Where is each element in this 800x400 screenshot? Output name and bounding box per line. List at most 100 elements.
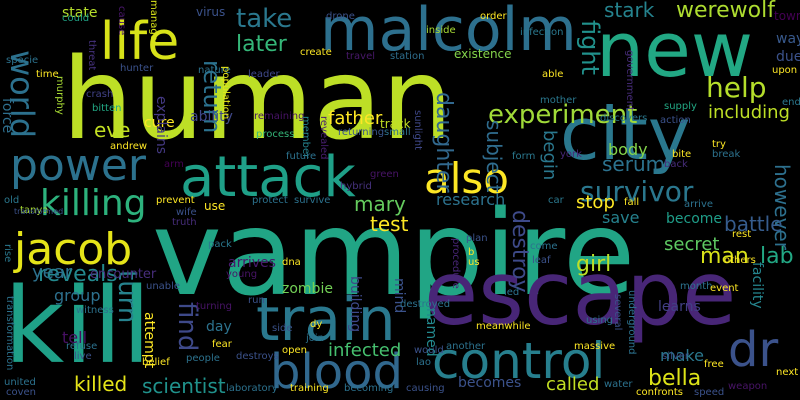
word-underground: underground: [626, 290, 637, 355]
word-procedure: procedure: [450, 238, 461, 289]
word-new: new: [596, 5, 754, 94]
word-turn: turn: [112, 270, 142, 324]
word-travel: travel: [346, 51, 376, 62]
word-refuse: refuse: [66, 341, 98, 352]
word-dy: dy: [310, 319, 323, 330]
word-make: make: [660, 346, 704, 365]
word-survive: survive: [294, 195, 331, 206]
word-live: live: [74, 351, 92, 362]
word-facility: facility: [749, 262, 765, 309]
word-hunter: hunter: [120, 63, 154, 74]
word-malcolm: malcolm: [320, 0, 577, 65]
word-life: life: [100, 12, 180, 72]
word-rise: rise: [2, 244, 13, 263]
word-causing: causing: [406, 383, 445, 394]
word-arrive: arrive: [684, 199, 714, 210]
word-member: member: [300, 116, 311, 159]
word-bella: bella: [648, 366, 702, 391]
word-research: research: [436, 190, 506, 209]
word-world: world: [3, 50, 41, 139]
word-station: station: [390, 51, 425, 62]
word-crash: crash: [86, 89, 114, 100]
word-mary: mary: [354, 192, 406, 216]
word-secret: secret: [664, 234, 720, 255]
word-fear: fear: [212, 339, 232, 350]
word-silver: silver: [662, 351, 689, 362]
word-truth: truth: [172, 217, 197, 228]
word-run: run: [248, 295, 265, 306]
word-belief: belief: [142, 357, 170, 368]
word-green: green: [370, 169, 399, 180]
word-andrew: andrew: [110, 141, 148, 152]
word-force: force: [0, 98, 15, 134]
word-way: way: [776, 31, 800, 47]
word-specie: specie: [6, 55, 39, 66]
word-united: united: [4, 377, 36, 388]
word-serum: serum: [602, 152, 666, 176]
word-supply: supply: [664, 101, 697, 112]
word-transformed: transformed: [14, 207, 64, 216]
word-blood: blood: [270, 344, 404, 400]
word-girl: girl: [576, 252, 612, 277]
word-year: year: [32, 262, 73, 283]
word-ability: ability: [190, 109, 233, 125]
word-city: city: [560, 92, 691, 176]
word-old: old: [4, 195, 20, 206]
word-population: population: [220, 66, 231, 120]
word-witness: witness: [76, 305, 114, 316]
word-side: side: [272, 323, 293, 334]
word-vampire: vampire: [152, 184, 636, 322]
word-also: also: [424, 154, 509, 203]
word-reveals: reveals: [38, 262, 118, 287]
word-called: called: [546, 374, 600, 395]
word-man: man: [700, 244, 749, 269]
word-battle: battle: [724, 212, 783, 236]
word-turning: turning: [196, 301, 232, 312]
word-coven: coven: [6, 387, 37, 398]
word-father: father: [328, 108, 383, 129]
word-power: power: [10, 140, 146, 191]
word-month: month: [680, 281, 713, 292]
word-daughter: daughter: [431, 92, 456, 193]
word-cause: cause: [116, 6, 127, 36]
word-discovers: discovers: [600, 113, 648, 124]
word-protect: protect: [252, 195, 288, 206]
word-government: government: [624, 50, 635, 111]
word-revealed: revealed: [318, 116, 329, 160]
word-due: due: [776, 49, 800, 65]
word-named: named: [423, 308, 439, 357]
word-leader: leader: [248, 69, 280, 80]
word-b: b: [468, 247, 475, 258]
word-tanya: tanya: [20, 205, 49, 216]
word-kill: kill: [4, 265, 151, 387]
word-weapon: weapon: [728, 381, 768, 392]
word-lab: lab: [760, 244, 794, 269]
word-drone: drone: [326, 11, 355, 22]
word-others: others: [724, 255, 756, 266]
word-encounter: encounter: [90, 267, 157, 282]
word-form: form: [512, 151, 536, 162]
word-car: car: [548, 195, 564, 206]
word-unable: unable: [146, 281, 181, 292]
word-able: able: [542, 69, 564, 80]
word-dr: dr: [728, 322, 779, 378]
word-rest: rest: [732, 229, 752, 240]
word-would: would: [414, 345, 444, 356]
word-escape: escape: [424, 242, 737, 345]
word-time: time: [36, 69, 59, 80]
word-track: track: [380, 117, 411, 131]
word-destroys: destroys: [236, 351, 279, 362]
word-town: town: [774, 9, 800, 23]
word-returning: returning: [338, 127, 385, 138]
word-scientist: scientist: [142, 374, 226, 398]
word-jacob: jacob: [14, 224, 133, 275]
word-fight: fight: [576, 20, 604, 75]
word-sunlight: sunlight: [412, 110, 423, 151]
word-state: state: [62, 5, 98, 21]
word-begin: begin: [539, 130, 560, 181]
word-order: order: [480, 11, 507, 22]
word-body: body: [608, 140, 648, 159]
word-bitten: bitten: [92, 103, 122, 114]
word-save: save: [602, 208, 640, 227]
